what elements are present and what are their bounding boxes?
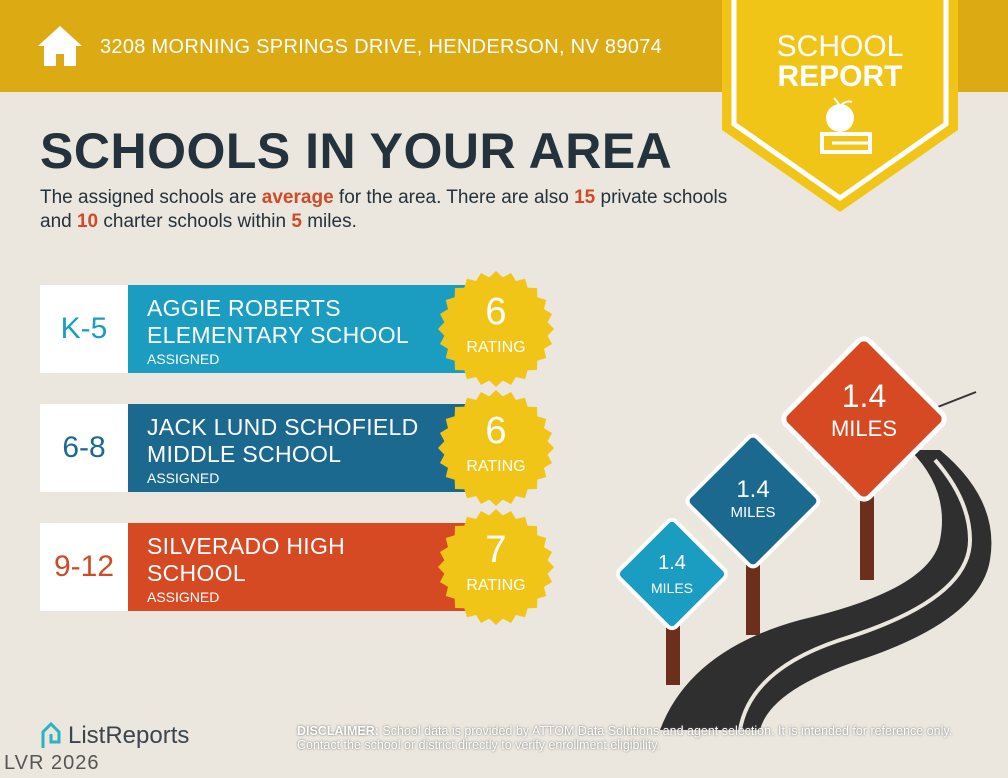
rating-seal-icon — [438, 509, 554, 625]
school-status: ASSIGNED — [147, 470, 220, 486]
grade-range: 9-12 — [40, 523, 128, 611]
listreports-logo-icon — [41, 722, 61, 748]
rating-value: 6 — [485, 410, 507, 452]
sign-large-unit: MILES — [830, 416, 898, 441]
rating-value: 6 — [485, 291, 507, 333]
distance-sign-small — [615, 517, 729, 631]
school-row: 6-8 JACK LUND SCHOFIELD MIDDLE SCHOOL AS… — [40, 390, 560, 506]
school-name-line1: SILVERADO HIGH — [147, 533, 346, 559]
sign-large-distance: 1.4 — [841, 378, 887, 414]
apple-on-book-icon — [820, 97, 872, 154]
rating-seal-icon — [438, 271, 554, 387]
sign-small-distance: 1.4 — [658, 552, 686, 574]
school-info: JACK LUND SCHOFIELD MIDDLE SCHOOL ASSIGN… — [128, 404, 488, 492]
rating-label: RATING — [466, 577, 526, 594]
intro-text: The assigned schools are average for the… — [40, 187, 728, 232]
distance-sign-large — [781, 336, 947, 502]
grade-range: K-5 — [40, 285, 128, 373]
rating-seal-icon — [438, 390, 554, 506]
home-icon — [38, 26, 82, 66]
school-name-line1: JACK LUND SCHOFIELD — [147, 414, 419, 440]
school-name-line2: MIDDLE SCHOOL — [147, 441, 342, 467]
school-status: ASSIGNED — [147, 351, 220, 367]
school-status: ASSIGNED — [147, 589, 220, 605]
sign-medium-unit: MILES — [730, 504, 776, 521]
school-row: 9-12 SILVERADO HIGH SCHOOL ASSIGNED 7 RA… — [40, 509, 560, 625]
school-name-line2: SCHOOL — [147, 560, 246, 586]
school-name-line2: ELEMENTARY SCHOOL — [147, 322, 410, 348]
disclaimer: DISCLAIMER: School data is provided by A… — [297, 724, 953, 752]
school-name-line1: AGGIE ROBERTS — [147, 295, 341, 321]
distance-sign-medium — [685, 433, 821, 569]
property-address: 3208 MORNING SPRINGS DRIVE, HENDERSON, N… — [100, 36, 663, 58]
rating-label: RATING — [466, 339, 526, 356]
page-title: SCHOOLS IN YOUR AREA — [40, 123, 673, 179]
rating-value: 7 — [485, 529, 507, 571]
sign-medium-distance: 1.4 — [736, 476, 770, 503]
school-row: K-5 AGGIE ROBERTS ELEMENTARY SCHOOL ASSI… — [40, 271, 560, 387]
badge-line1: SCHOOL — [776, 30, 904, 63]
rating-label: RATING — [466, 458, 526, 475]
sign-small-unit: MILES — [650, 580, 693, 596]
listreports-logo: ListReports — [40, 722, 189, 750]
watermark: LVR 2026 — [4, 752, 100, 774]
school-info: SILVERADO HIGH SCHOOL ASSIGNED — [128, 523, 488, 611]
grade-range: 6-8 — [40, 404, 128, 492]
road-illustration — [615, 336, 992, 730]
school-info: AGGIE ROBERTS ELEMENTARY SCHOOL ASSIGNED — [128, 285, 488, 373]
badge-line2: REPORT — [777, 60, 903, 93]
